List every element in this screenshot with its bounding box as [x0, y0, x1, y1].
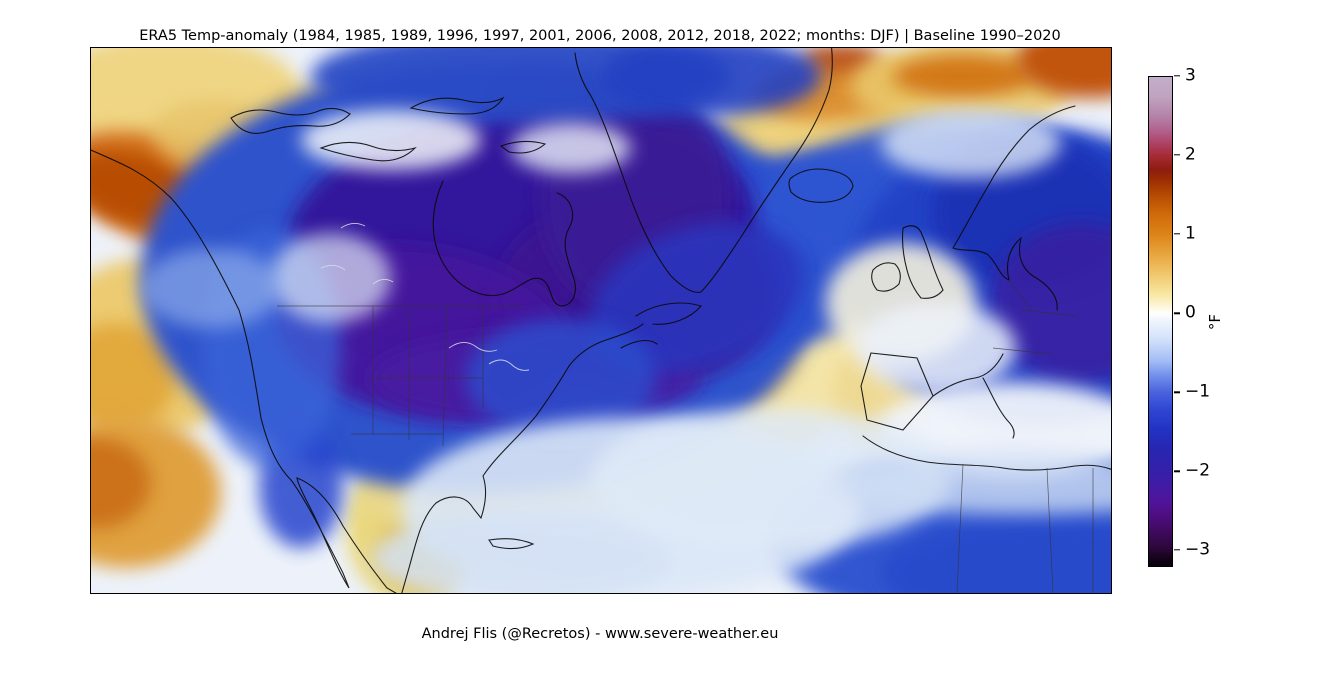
anomaly-blob — [301, 110, 481, 170]
coast-britain — [901, 225, 944, 299]
anomaly-blob — [141, 248, 281, 328]
great-lakes — [448, 342, 530, 371]
borders-europe — [992, 279, 1078, 355]
anomaly-blob — [1016, 48, 1111, 98]
anomaly-blob — [466, 318, 656, 438]
coast-cuba — [488, 538, 535, 550]
coastlines — [91, 48, 1111, 593]
coast-maritimes — [620, 302, 702, 349]
tick-mark — [1174, 154, 1180, 156]
coast-north-africa — [862, 435, 1111, 471]
coast-iberia — [860, 352, 934, 431]
anomaly-map-canvas — [91, 48, 1111, 593]
coast-ireland — [871, 262, 901, 292]
credit-caption: Andrej Flis (@Recretos) - www.severe-wea… — [421, 626, 779, 642]
tick-label: −3 — [1185, 539, 1211, 560]
tick-label: 0 — [1185, 302, 1196, 323]
anomaly-blob — [893, 54, 1033, 98]
anomaly-blob — [881, 518, 1111, 593]
coast-hudson-bay — [432, 180, 576, 307]
country-borders — [277, 279, 1094, 593]
tick-mark — [1174, 233, 1180, 235]
tick-mark — [1174, 75, 1180, 77]
anomaly-blob — [991, 223, 1111, 383]
anomaly-field-blobs — [91, 48, 1111, 593]
canadian-lakes — [320, 223, 394, 285]
colorbar-ticks: 3 2 1 0 −1 −2 −3 — [1174, 67, 1234, 567]
anomaly-blob — [801, 48, 881, 72]
coast-north-america-west — [91, 149, 397, 593]
anomaly-blob — [591, 408, 951, 548]
tick-mark — [1174, 391, 1180, 393]
anomaly-blob — [856, 303, 1016, 393]
figure-title: ERA5 Temp-anomaly (1984, 1985, 1989, 199… — [139, 28, 1061, 44]
map-area — [90, 47, 1112, 594]
coast-greenland — [574, 48, 833, 293]
anomaly-blob — [91, 438, 151, 528]
coast-mediterranean — [932, 353, 1015, 439]
coast-arctic-islands — [230, 96, 547, 162]
anomaly-blob — [371, 513, 671, 593]
tick-mark — [1174, 470, 1180, 472]
anomaly-blob — [271, 233, 391, 323]
anomaly-blob — [831, 458, 1111, 514]
anomaly-blob — [589, 222, 803, 374]
colorbar-unit-label: °F — [1206, 313, 1224, 331]
lake-outlines — [320, 223, 530, 371]
coast-scandinavia — [952, 105, 1076, 311]
borders-africa — [956, 463, 1094, 593]
tick-mark — [1174, 312, 1180, 314]
anomaly-blob — [601, 48, 821, 116]
anomaly-blob — [91, 323, 176, 433]
tick-label: −1 — [1185, 381, 1211, 402]
tick-label: 3 — [1185, 65, 1196, 86]
tick-label: −2 — [1185, 460, 1211, 481]
anomaly-blob — [881, 108, 1061, 178]
tick-mark — [1174, 549, 1180, 551]
coast-iceland — [788, 168, 854, 203]
tick-label: 2 — [1185, 144, 1196, 165]
colorbar-gradient — [1148, 76, 1173, 567]
coast-gulf-east — [401, 323, 644, 593]
borders-us-states — [351, 305, 484, 447]
anomaly-blob — [511, 123, 631, 173]
tick-label: 1 — [1185, 223, 1196, 244]
